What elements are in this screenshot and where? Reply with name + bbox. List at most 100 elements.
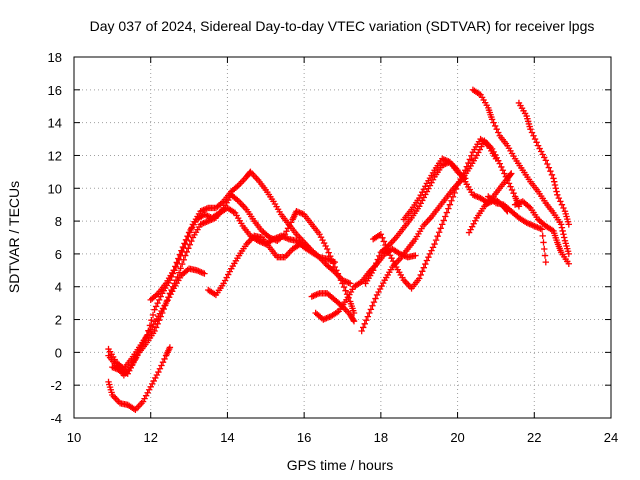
- data-point: [552, 185, 559, 192]
- data-point: [498, 163, 505, 171]
- data-point: [201, 270, 208, 277]
- data-point: [426, 250, 434, 258]
- data-point: [172, 263, 179, 270]
- data-point: [560, 231, 567, 238]
- data-point: [466, 156, 474, 163]
- data-point: [446, 201, 454, 208]
- data-point: [419, 268, 426, 275]
- data-point: [560, 204, 567, 212]
- data-point: [492, 155, 500, 162]
- data-point: [468, 152, 475, 159]
- x-tick-label: 22: [527, 430, 541, 445]
- data-point: [369, 302, 376, 309]
- x-tick-label: 18: [374, 430, 388, 445]
- data-point: [135, 349, 142, 356]
- data-point: [565, 260, 573, 267]
- data-point: [422, 260, 429, 268]
- series-track-11: [369, 135, 500, 292]
- series-track-16: [511, 198, 573, 267]
- data-point: [223, 274, 230, 281]
- data-point: [319, 236, 326, 244]
- data-point: [159, 359, 167, 366]
- data-point: [180, 256, 187, 264]
- data-point: [367, 306, 375, 313]
- y-tick-label: 16: [48, 83, 62, 98]
- y-tick-label: -4: [50, 411, 62, 426]
- data-point: [325, 249, 332, 256]
- data-point: [440, 217, 447, 224]
- data-point: [527, 126, 534, 133]
- data-point: [151, 306, 158, 313]
- data-point: [467, 226, 474, 233]
- data-point: [377, 231, 385, 238]
- data-point: [539, 151, 546, 158]
- data-point: [372, 295, 379, 302]
- data-point: [561, 234, 568, 241]
- data-point: [510, 189, 517, 197]
- data-point: [331, 258, 339, 266]
- data-point: [534, 142, 542, 149]
- series-track-6: [205, 232, 312, 299]
- data-point: [152, 324, 160, 331]
- y-tick-label: -2: [50, 378, 62, 393]
- data-point: [548, 171, 556, 179]
- data-point: [539, 232, 546, 240]
- data-point: [152, 303, 160, 310]
- series-track-17: [485, 193, 549, 266]
- data-point: [145, 386, 153, 393]
- data-point: [416, 275, 423, 282]
- data-point: [376, 252, 383, 260]
- data-point: [501, 170, 508, 177]
- data-point: [350, 316, 357, 324]
- data-point: [339, 280, 346, 287]
- data-point: [463, 163, 470, 170]
- data-point: [445, 205, 452, 212]
- x-tick-label: 14: [220, 430, 234, 445]
- data-point: [138, 342, 145, 349]
- data-point: [360, 324, 367, 331]
- data-point: [358, 327, 365, 335]
- grid-lines: [74, 57, 611, 418]
- data-point: [496, 160, 503, 167]
- data-point: [155, 296, 163, 304]
- data-point: [337, 276, 345, 284]
- data-point: [383, 245, 391, 252]
- data-point: [470, 220, 477, 227]
- data-point: [507, 171, 514, 178]
- data-point: [153, 371, 161, 379]
- data-point: [551, 178, 558, 185]
- data-point: [161, 355, 168, 363]
- x-tick-labels: 10 12 14 16 18 20 22 24: [67, 430, 618, 445]
- data-point: [378, 282, 385, 290]
- x-tick-label: 16: [297, 430, 311, 445]
- data-point: [462, 167, 469, 174]
- data-point: [188, 237, 195, 245]
- data-point: [182, 252, 189, 259]
- data-point: [388, 254, 395, 262]
- data-point: [152, 374, 159, 382]
- data-point: [542, 157, 549, 164]
- data-point: [304, 244, 312, 251]
- data-point: [178, 260, 186, 268]
- y-tick-label: 6: [55, 247, 62, 262]
- data-point: [491, 122, 499, 130]
- data-point: [369, 267, 377, 274]
- data-point: [443, 209, 451, 216]
- data-point: [540, 239, 547, 246]
- y-tick-labels: -4 -2 0 2 4 6 8 10 12 14 16 18: [48, 50, 62, 426]
- data-point: [542, 258, 549, 266]
- data-point: [507, 183, 514, 190]
- series-track-14: [465, 170, 515, 236]
- x-tick-label: 10: [67, 430, 81, 445]
- data-point: [465, 229, 473, 236]
- data-point: [429, 244, 437, 251]
- data-point: [374, 256, 381, 263]
- data-point: [185, 245, 192, 252]
- data-point: [177, 265, 184, 272]
- y-tick-label: 0: [55, 345, 62, 360]
- data-point: [431, 240, 438, 248]
- data-point: [350, 309, 358, 317]
- data-point: [565, 221, 573, 228]
- data-point: [537, 148, 545, 155]
